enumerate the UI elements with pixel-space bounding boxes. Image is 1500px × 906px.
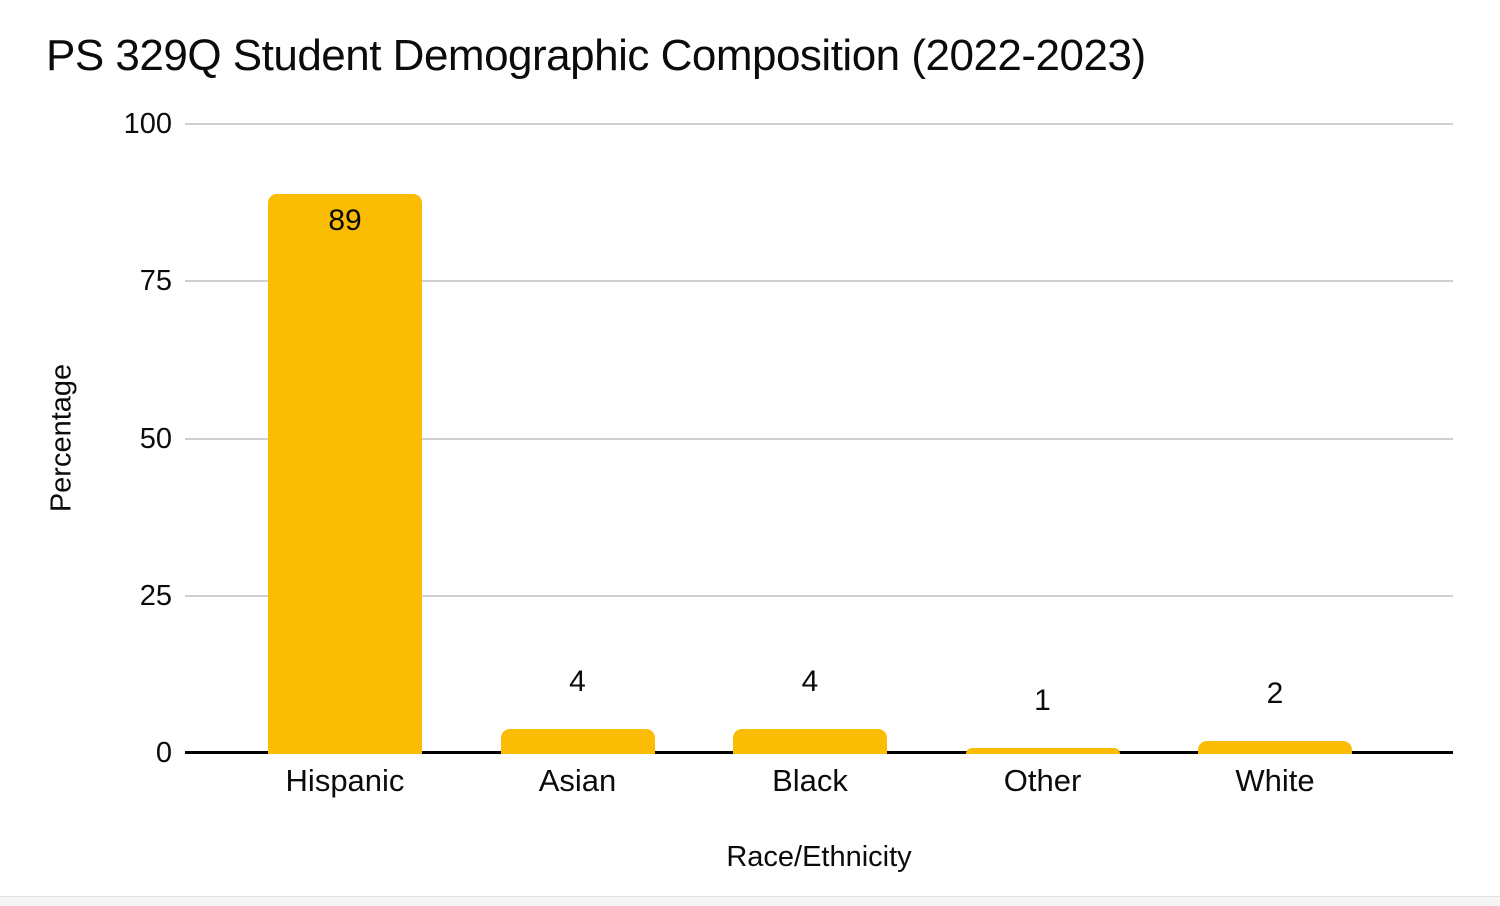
bottom-edge-bar <box>0 896 1500 906</box>
bar-hispanic <box>268 194 422 754</box>
y-tick-label-100: 100 <box>123 108 172 140</box>
gridline-75 <box>185 280 1453 283</box>
bar-value-label-other: 1 <box>1034 683 1051 717</box>
bar-value-label-black: 4 <box>801 664 819 698</box>
x-axis-title: Race/Ethnicity <box>726 841 912 873</box>
x-category-label-hispanic: Hispanic <box>285 763 405 798</box>
bar-black <box>733 728 887 754</box>
x-category-label-white: White <box>1235 763 1315 798</box>
x-category-label-other: Other <box>1003 763 1082 798</box>
chart-title: PS 329Q Student Demographic Composition … <box>46 31 1146 80</box>
x-category-label-black: Black <box>772 763 848 798</box>
y-tick-label-75: 75 <box>139 265 172 298</box>
gridline-100 <box>185 123 1453 125</box>
gridline-25 <box>185 594 1453 597</box>
x-category-label-asian: Asian <box>538 763 617 798</box>
bar-value-label-hispanic: 89 <box>328 204 362 238</box>
bar-white <box>1198 741 1352 754</box>
bar-value-label-white: 2 <box>1266 677 1284 711</box>
y-tick-label-50: 50 <box>139 422 172 455</box>
bar-other <box>965 747 1120 754</box>
bar-value-label-asian: 4 <box>569 664 586 698</box>
gridline-50 <box>185 437 1453 440</box>
bar-asian <box>500 728 655 754</box>
y-tick-label-0: 0 <box>155 737 172 769</box>
y-tick-label-25: 25 <box>139 579 172 612</box>
